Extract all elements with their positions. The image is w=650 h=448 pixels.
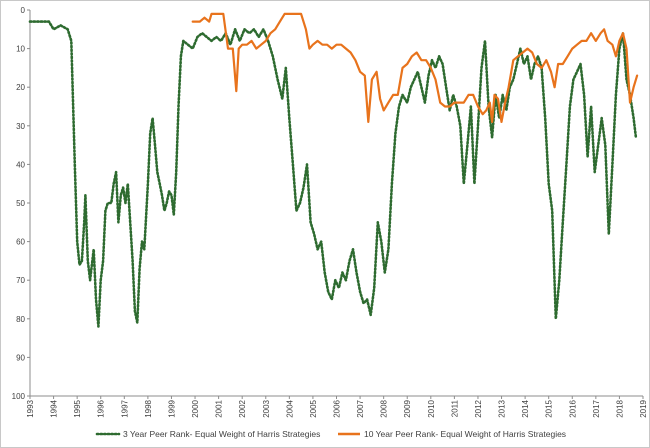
x-tick-label: 1995 (73, 399, 82, 417)
y-tick-label: 50 (16, 199, 25, 208)
x-tick-label: 2007 (356, 399, 365, 417)
x-tick-label: 2015 (545, 399, 554, 417)
legend-label: 10 Year Peer Rank- Equal Weight of Harri… (364, 429, 566, 439)
x-tick-label: 2000 (191, 399, 200, 417)
series-layer (28, 12, 639, 328)
y-tick-label: 30 (16, 122, 25, 131)
y-tick-label: 100 (12, 392, 26, 401)
series-line-3-year-peer-rank (28, 20, 638, 328)
x-tick-label: 2010 (427, 399, 436, 417)
x-tick-label: 1996 (97, 399, 106, 417)
x-tick-label: 1993 (26, 399, 35, 417)
series-line-10-year-peer-rank (191, 12, 639, 123)
x-tick-label: 2011 (450, 399, 459, 417)
x-tick-label: 2016 (568, 399, 577, 417)
x-tick-label: 2003 (262, 399, 271, 417)
x-tick-label: 2001 (215, 399, 224, 417)
x-axis: 1993 1994 1995 1996 1997 1998 1999 2000 2001 2002… (26, 395, 648, 418)
x-tick-label: 2018 (615, 399, 624, 417)
x-tick-label: 2008 (380, 399, 389, 417)
x-tick-label: 1998 (144, 399, 153, 417)
y-tick-label: 60 (16, 238, 25, 247)
x-tick-label: 1994 (50, 399, 59, 417)
y-tick-label: 40 (16, 160, 25, 169)
legend-item: 10 Year Peer Rank- Equal Weight of Harri… (338, 429, 566, 439)
x-tick-label: 2005 (309, 399, 318, 417)
x-tick-label: 2012 (474, 399, 483, 417)
legend: 3 Year Peer Rank- Equal Weight of Harris… (95, 429, 566, 439)
x-tick-label: 1999 (167, 399, 176, 417)
y-tick-label: 90 (16, 353, 25, 362)
y-tick-label: 80 (16, 315, 25, 324)
x-tick-label: 1997 (120, 399, 129, 417)
x-tick-label: 2004 (285, 399, 294, 417)
y-tick-label: 0 (21, 6, 26, 15)
y-tick-label: 20 (16, 83, 25, 92)
x-tick-label: 2013 (498, 399, 507, 417)
y-tick-label: 10 (16, 45, 25, 54)
y-axis: 0 10 20 30 40 50 60 70 80 90 100 (12, 6, 31, 401)
x-tick-label: 2014 (521, 399, 530, 417)
x-tick-label: 2002 (238, 399, 247, 417)
x-tick-label: 2006 (333, 399, 342, 417)
legend-item: 3 Year Peer Rank- Equal Weight of Harris… (95, 429, 320, 439)
y-tick-label: 70 (16, 276, 25, 285)
x-tick-label: 2017 (592, 399, 601, 417)
x-tick-label: 2009 (403, 399, 412, 417)
legend-label: 3 Year Peer Rank- Equal Weight of Harris… (123, 429, 320, 439)
x-tick-label: 2019 (639, 399, 648, 417)
